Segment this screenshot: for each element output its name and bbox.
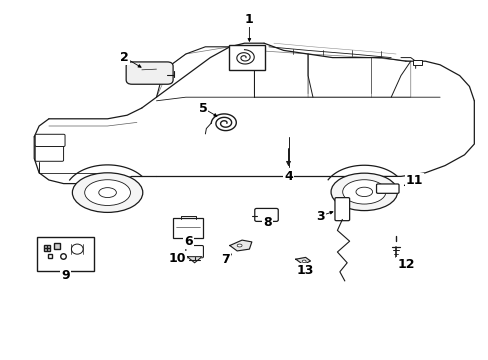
Ellipse shape <box>99 188 116 198</box>
Ellipse shape <box>330 173 397 211</box>
Ellipse shape <box>237 244 242 247</box>
Ellipse shape <box>72 173 142 212</box>
Polygon shape <box>229 240 251 251</box>
Text: 13: 13 <box>296 264 314 277</box>
Text: 6: 6 <box>183 235 192 248</box>
FancyBboxPatch shape <box>229 45 264 70</box>
FancyBboxPatch shape <box>254 208 278 221</box>
Polygon shape <box>187 257 202 263</box>
Text: 12: 12 <box>396 258 414 271</box>
FancyBboxPatch shape <box>35 134 65 147</box>
Ellipse shape <box>342 180 385 204</box>
Text: 9: 9 <box>61 269 70 282</box>
Text: 10: 10 <box>168 252 185 265</box>
FancyBboxPatch shape <box>185 246 203 258</box>
Ellipse shape <box>71 244 83 254</box>
FancyBboxPatch shape <box>37 237 94 271</box>
Polygon shape <box>295 257 310 265</box>
FancyBboxPatch shape <box>126 62 173 84</box>
Text: 3: 3 <box>315 210 324 222</box>
FancyBboxPatch shape <box>35 145 63 161</box>
Ellipse shape <box>355 187 372 197</box>
Text: 7: 7 <box>221 253 230 266</box>
FancyBboxPatch shape <box>376 184 398 193</box>
Text: 11: 11 <box>405 174 423 187</box>
Text: 4: 4 <box>284 170 292 183</box>
Ellipse shape <box>302 260 305 263</box>
Text: 2: 2 <box>120 51 129 64</box>
Text: 8: 8 <box>263 216 271 229</box>
FancyBboxPatch shape <box>412 60 422 65</box>
Text: 5: 5 <box>198 102 207 114</box>
FancyBboxPatch shape <box>334 198 349 221</box>
Text: 1: 1 <box>244 13 253 26</box>
Ellipse shape <box>84 180 130 206</box>
FancyBboxPatch shape <box>173 218 203 238</box>
